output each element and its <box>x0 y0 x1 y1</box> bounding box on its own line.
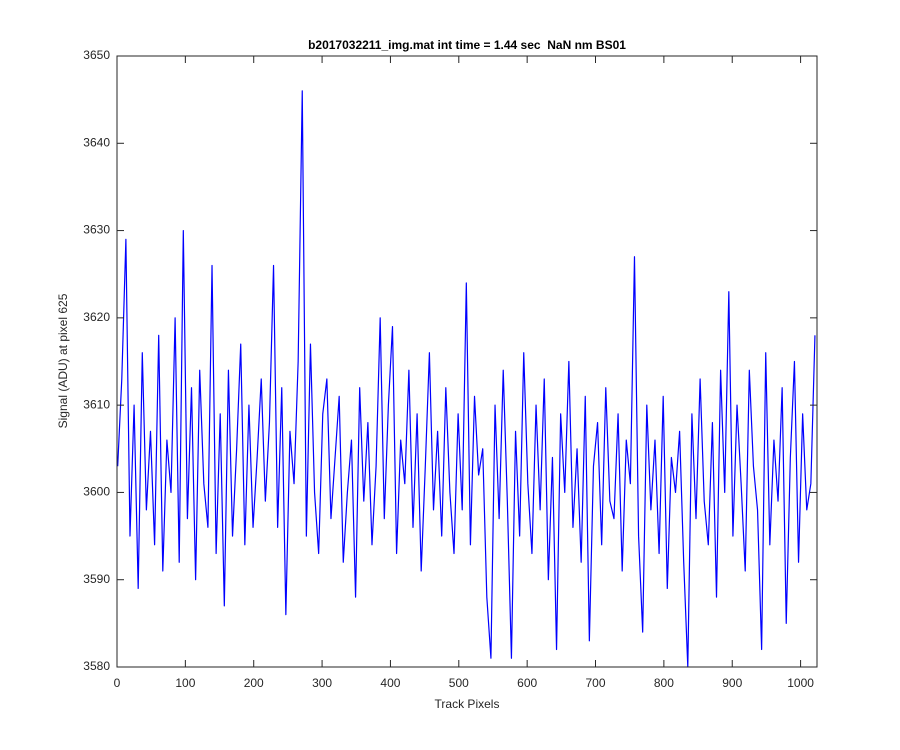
x-tick-label: 0 <box>114 676 121 690</box>
x-tick-label: 1000 <box>787 676 814 690</box>
x-tick-label: 400 <box>380 676 400 690</box>
y-axis-label: Signal (ADU) at pixel 625 <box>56 293 70 428</box>
x-tick-label: 900 <box>722 676 742 690</box>
y-tick-label: 3620 <box>83 310 110 324</box>
x-tick-label: 100 <box>175 676 195 690</box>
y-tick-label: 3630 <box>83 223 110 237</box>
y-tick-label: 3600 <box>83 485 110 499</box>
x-tick-label: 300 <box>312 676 332 690</box>
chart-title: b2017032211_img.mat int time = 1.44 sec … <box>308 38 626 52</box>
y-tick-label: 3640 <box>83 135 110 149</box>
x-tick-label: 600 <box>517 676 537 690</box>
y-tick-label: 3610 <box>83 397 110 411</box>
x-tick-label: 500 <box>449 676 469 690</box>
x-tick-label: 200 <box>244 676 264 690</box>
y-tick-label: 3590 <box>83 572 110 586</box>
x-tick-label: 700 <box>586 676 606 690</box>
data-line <box>117 90 816 668</box>
axes-box <box>116 55 818 668</box>
y-tick-label: 3580 <box>83 659 110 673</box>
x-tick-label: 800 <box>654 676 674 690</box>
x-axis-label: Track Pixels <box>435 697 500 711</box>
y-tick-label: 3650 <box>83 48 110 62</box>
